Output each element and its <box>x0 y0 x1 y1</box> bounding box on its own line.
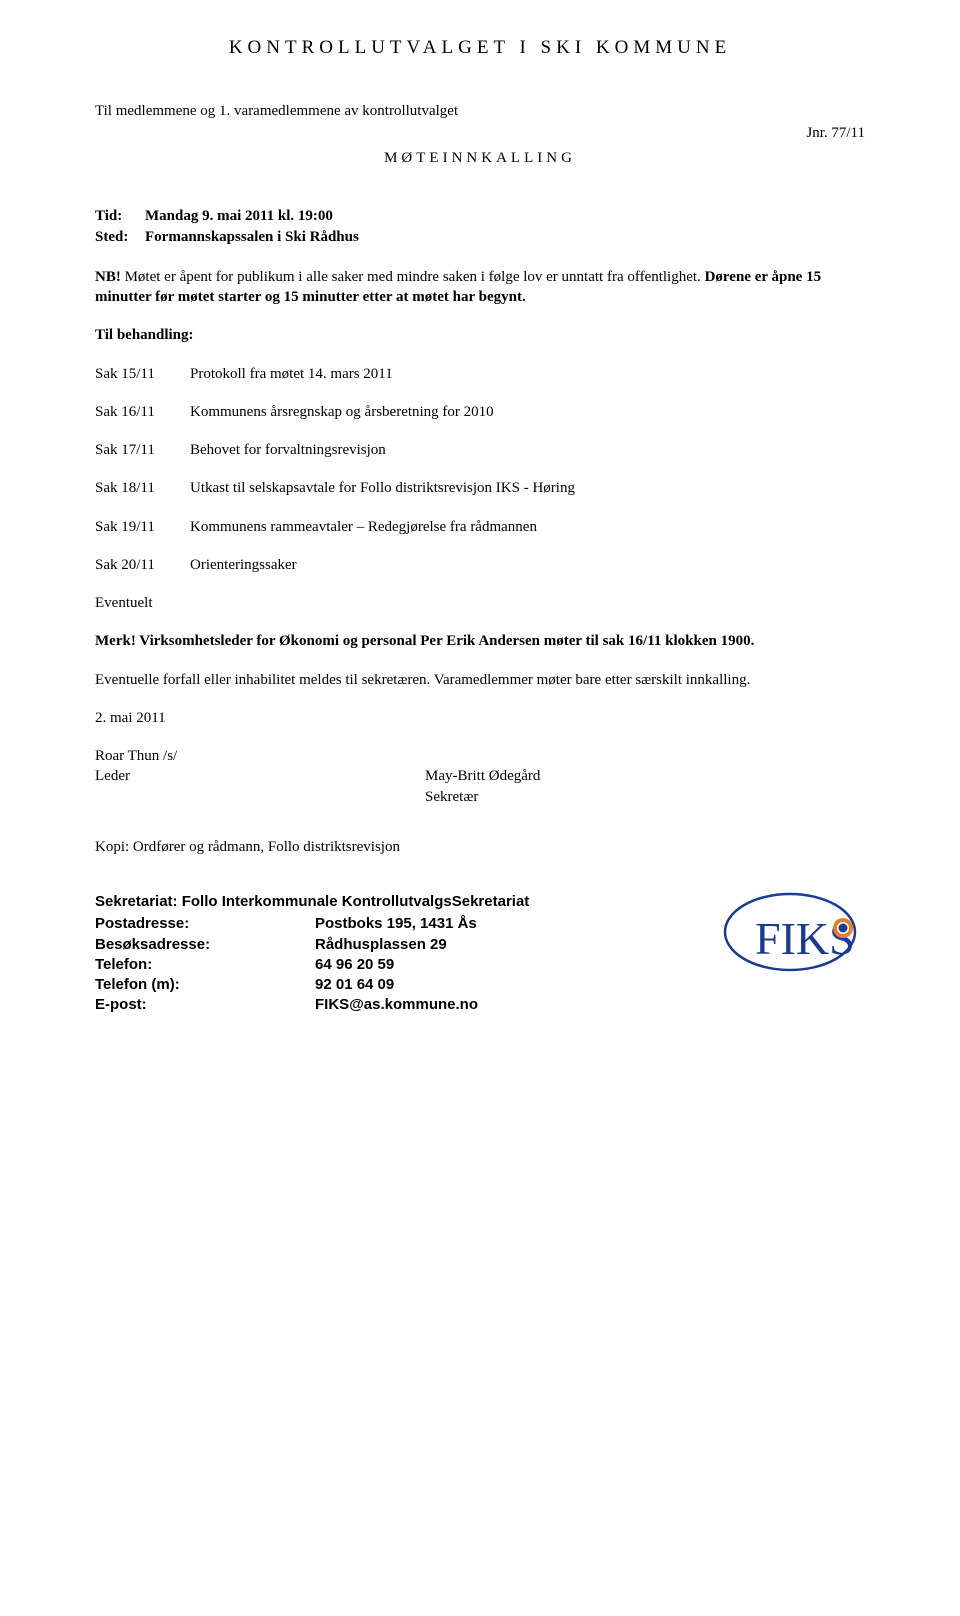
sak-id: Sak 20/11 <box>95 555 190 575</box>
footer-label: Telefon (m): <box>95 975 315 995</box>
footer-label: Postadresse: <box>95 914 315 934</box>
sak-id: Sak 18/11 <box>95 478 190 498</box>
footer-value: 64 96 20 59 <box>315 955 394 975</box>
sak-row: Sak 19/11 Kommunens rammeavtaler – Redeg… <box>95 517 865 537</box>
footer-row: Postadresse: Postboks 195, 1431 Ås <box>95 914 529 934</box>
sak-row: Sak 17/11 Behovet for forvaltningsrevisj… <box>95 440 865 460</box>
sak-desc: Kommunens rammeavtaler – Redegjørelse fr… <box>190 517 865 537</box>
secretary-title: Sekretær <box>425 787 865 807</box>
sted-value: Formannskapssalen i Ski Rådhus <box>145 227 359 247</box>
sak-row: Sak 16/11 Kommunens årsregnskap og årsbe… <box>95 402 865 422</box>
sak-id: Sak 19/11 <box>95 517 190 537</box>
footer-value: Rådhusplassen 29 <box>315 935 447 955</box>
eventuelt-label: Eventuelt <box>95 593 865 613</box>
merk-paragraph: Merk! Virksomhetsleder for Økonomi og pe… <box>95 631 865 651</box>
fiks-logo-icon: FIKS <box>715 884 865 985</box>
merk-text: Virksomhetsleder for Økonomi og personal… <box>136 633 755 649</box>
footer-label: E-post: <box>95 995 315 1015</box>
sak-desc: Kommunens årsregnskap og årsberetning fo… <box>190 402 865 422</box>
sak-desc: Behovet for forvaltningsrevisjon <box>190 440 865 460</box>
footer-value: Postboks 195, 1431 Ås <box>315 914 477 934</box>
leader-title: Leder <box>95 766 425 786</box>
footer-label: Besøksadresse: <box>95 935 315 955</box>
footer-row: Telefon (m): 92 01 64 09 <box>95 975 529 995</box>
sak-row: Sak 15/11 Protokoll fra møtet 14. mars 2… <box>95 364 865 384</box>
nb-text: Møtet er åpent for publikum i alle saker… <box>121 269 705 285</box>
page-title: KONTROLLUTVALGET I SKI KOMMUNE <box>95 35 865 61</box>
sak-desc: Orienteringssaker <box>190 555 865 575</box>
footer-row: E-post: FIKS@as.kommune.no <box>95 995 529 1015</box>
signature-block: Roar Thun /s/ Leder May-Britt Ødegård Se… <box>95 746 865 807</box>
secretary-name: May-Britt Ødegård <box>425 766 865 786</box>
recipients-text: Til medlemmene og 1. varamedlemmene av k… <box>95 101 458 121</box>
meeting-notice-label: MØTEINNKALLING <box>95 148 865 168</box>
nb-paragraph: NB! Møtet er åpent for publikum i alle s… <box>95 267 865 308</box>
footer-value: FIKS@as.kommune.no <box>315 995 478 1015</box>
footer-label: Telefon: <box>95 955 315 975</box>
merk-prefix: Merk! <box>95 633 136 649</box>
behandling-label: Til behandling: <box>95 325 865 345</box>
footer-block: Sekretariat: Follo Interkommunale Kontro… <box>95 892 865 1016</box>
kopi-text: Kopi: Ordfører og rådmann, Follo distrik… <box>95 837 865 857</box>
sak-list: Sak 15/11 Protokoll fra møtet 14. mars 2… <box>95 364 865 576</box>
footer-row: Besøksadresse: Rådhusplassen 29 <box>95 935 529 955</box>
sak-id: Sak 16/11 <box>95 402 190 422</box>
tid-value: Mandag 9. mai 2011 kl. 19:00 <box>145 206 333 226</box>
sak-id: Sak 15/11 <box>95 364 190 384</box>
sak-id: Sak 17/11 <box>95 440 190 460</box>
sak-row: Sak 18/11 Utkast til selskapsavtale for … <box>95 478 865 498</box>
nb-prefix: NB! <box>95 269 121 285</box>
footer-value: 92 01 64 09 <box>315 975 394 995</box>
leader-name: Roar Thun /s/ <box>95 746 425 766</box>
sak-desc: Utkast til selskapsavtale for Follo dist… <box>190 478 865 498</box>
jnr-number: Jnr. 77/11 <box>95 123 865 143</box>
footer-row: Telefon: 64 96 20 59 <box>95 955 529 975</box>
sted-label: Sted: <box>95 227 145 247</box>
forfall-text: Eventuelle forfall eller inhabilitet mel… <box>95 670 865 690</box>
sak-row: Sak 20/11 Orienteringssaker <box>95 555 865 575</box>
tid-label: Tid: <box>95 206 145 226</box>
sak-desc: Protokoll fra møtet 14. mars 2011 <box>190 364 865 384</box>
document-date: 2. mai 2011 <box>95 708 865 728</box>
footer-title: Sekretariat: Follo Interkommunale Kontro… <box>95 892 529 912</box>
